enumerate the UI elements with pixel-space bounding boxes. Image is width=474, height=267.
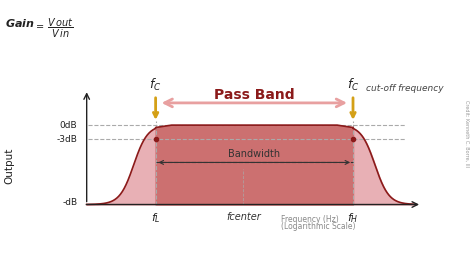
Text: $f_L$: $f_L$ [151, 212, 161, 225]
Text: -dB: -dB [62, 198, 77, 207]
Text: cut-off frequency: cut-off frequency [365, 84, 443, 93]
Text: $f_C$: $f_C$ [347, 77, 359, 93]
Text: Output: Output [4, 147, 15, 184]
Text: $f_C$: $f_C$ [149, 77, 162, 93]
Text: Bandwidth: Bandwidth [228, 149, 281, 159]
Text: $\bfit{Gain}$: $\bfit{Gain}$ [5, 17, 35, 29]
Text: 0dB: 0dB [60, 121, 77, 130]
Text: fcenter: fcenter [226, 212, 261, 222]
Text: Pass Band: Pass Band [214, 88, 295, 102]
Text: Frequency (Hz): Frequency (Hz) [281, 215, 339, 224]
Text: -3dB: -3dB [56, 135, 77, 144]
Text: Credit: Kenneth C. Borre, III: Credit: Kenneth C. Borre, III [465, 100, 469, 167]
Text: (Logarithmic Scale): (Logarithmic Scale) [281, 222, 356, 231]
Text: $= \,\dfrac{V\,out}{V\,in}$: $= \,\dfrac{V\,out}{V\,in}$ [34, 17, 74, 40]
Text: $f_H$: $f_H$ [347, 212, 359, 225]
